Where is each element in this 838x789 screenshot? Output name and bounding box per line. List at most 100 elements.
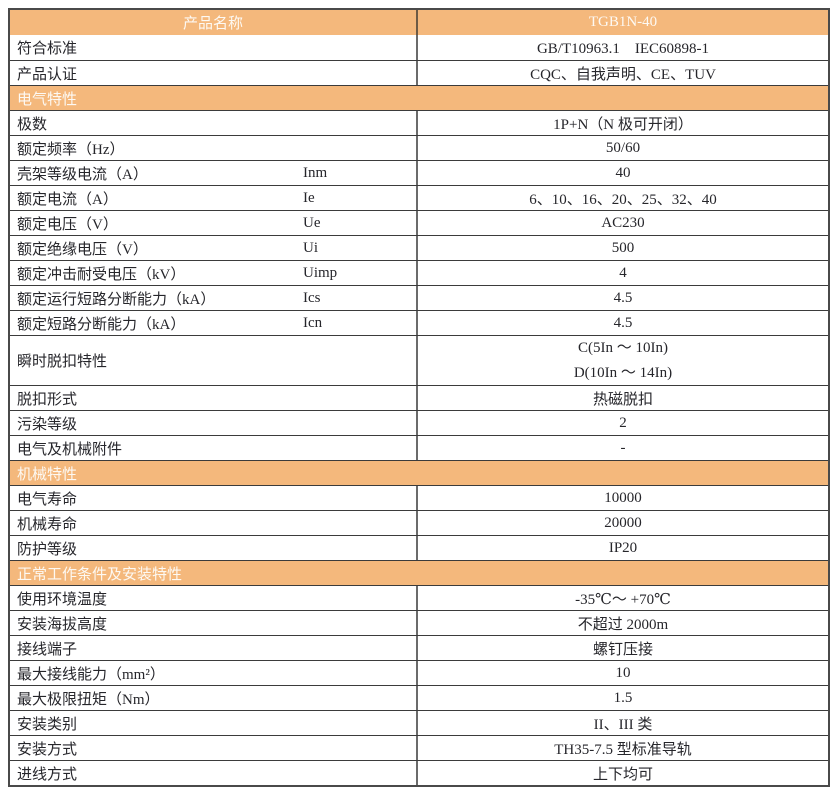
spec-label: 安装方式 bbox=[17, 741, 78, 758]
spec-label-cell: 最大接线能力（mm²） bbox=[10, 661, 418, 685]
spec-row: 额定电压（V） Ue AC230 bbox=[10, 210, 828, 235]
spec-label: 瞬时脱扣特性 bbox=[17, 354, 108, 370]
product-spec-table: 产品名称 TGB1N-40 符合标准 GB/T10963.1 IEC60898-1… bbox=[8, 8, 830, 787]
spec-row: 最大接线能力（mm²） 10 bbox=[10, 660, 828, 685]
spec-label: 壳架等级电流（A） bbox=[17, 166, 148, 183]
spec-symbol: Ui bbox=[303, 239, 318, 256]
spec-value-line: C(5In ～ 10In) bbox=[577, 339, 668, 356]
spec-value-cell: 螺钉压接 bbox=[418, 636, 828, 660]
spec-value: 4 bbox=[619, 264, 627, 281]
spec-value-cell: - bbox=[418, 436, 828, 460]
section-header-row: 电气特性 bbox=[10, 85, 828, 110]
spec-value: 4.5 bbox=[613, 314, 633, 331]
spec-value: IP20 bbox=[608, 539, 638, 556]
spec-value: GB/T10963.1 IEC60898-1 bbox=[536, 41, 710, 57]
product-model-value: TGB1N-40 bbox=[588, 14, 658, 30]
spec-label-cell: 电气寿命 bbox=[10, 486, 418, 510]
spec-label: 安装海拔高度 bbox=[17, 616, 108, 633]
spec-value: II、III 类 bbox=[593, 716, 653, 733]
spec-label-cell: 额定频率（Hz） bbox=[10, 136, 418, 160]
spec-value-cell: 上下均可 bbox=[418, 761, 828, 785]
spec-value-cell: GB/T10963.1 IEC60898-1 bbox=[418, 35, 828, 60]
spec-symbol: Ics bbox=[303, 289, 321, 306]
spec-value-multiline: C(5In ～ 10In) D(10In ～ 14In) bbox=[574, 336, 672, 386]
spec-row: 壳架等级电流（A） Inm 40 bbox=[10, 160, 828, 185]
spec-label-cell: 使用环境温度 bbox=[10, 586, 418, 610]
spec-value-cell: II、III 类 bbox=[418, 711, 828, 735]
spec-row: 脱扣形式 热磁脱扣 bbox=[10, 385, 828, 410]
spec-label-cell: 额定运行短路分断能力（kA） Ics bbox=[10, 286, 418, 310]
spec-label: 安装类别 bbox=[17, 716, 78, 733]
spec-value: TH35-7.5 型标准导轨 bbox=[554, 741, 692, 758]
spec-label: 进线方式 bbox=[17, 766, 78, 783]
spec-row: 使用环境温度 -35℃～ +70℃ bbox=[10, 585, 828, 610]
spec-value-cell: 50/60 bbox=[418, 136, 828, 160]
spec-value: 热磁脱扣 bbox=[592, 391, 653, 408]
spec-row: 瞬时脱扣特性 C(5In ～ 10In) D(10In ～ 14In) bbox=[10, 335, 828, 385]
spec-value-cell: 1.5 bbox=[418, 686, 828, 710]
spec-label-cell: 额定绝缘电压（V） Ui bbox=[10, 236, 418, 260]
spec-value-cell: 4.5 bbox=[418, 311, 828, 335]
spec-row: 额定电流（A） Ie 6、10、16、20、25、32、40 bbox=[10, 185, 828, 210]
spec-row: 额定绝缘电压（V） Ui 500 bbox=[10, 235, 828, 260]
spec-value-cell: TH35-7.5 型标准导轨 bbox=[418, 736, 828, 760]
spec-row: 防护等级 IP20 bbox=[10, 535, 828, 560]
product-name-header-cell: 产品名称 bbox=[10, 10, 418, 35]
spec-value: - bbox=[620, 439, 626, 456]
spec-value: CQC、自我声明、CE、TUV bbox=[530, 66, 716, 83]
spec-label-cell: 脱扣形式 bbox=[10, 386, 418, 410]
spec-value: 1.5 bbox=[613, 689, 633, 706]
spec-value: 40 bbox=[615, 164, 631, 181]
spec-label: 产品认证 bbox=[17, 66, 78, 83]
section-header-row: 正常工作条件及安装特性 bbox=[10, 560, 828, 585]
spec-label-cell: 安装方式 bbox=[10, 736, 418, 760]
spec-row: 安装海拔高度 不超过 2000m bbox=[10, 610, 828, 635]
spec-row: 污染等级 2 bbox=[10, 410, 828, 435]
spec-label: 脱扣形式 bbox=[17, 391, 78, 408]
spec-label: 污染等级 bbox=[17, 416, 78, 433]
spec-label-cell: 壳架等级电流（A） Inm bbox=[10, 161, 418, 185]
spec-row: 接线端子 螺钉压接 bbox=[10, 635, 828, 660]
spec-value: -35℃～ +70℃ bbox=[575, 591, 671, 608]
spec-row: 进线方式 上下均可 bbox=[10, 760, 828, 785]
spec-label-cell: 额定电流（A） Ie bbox=[10, 186, 418, 210]
spec-value: 50/60 bbox=[605, 139, 641, 156]
spec-value-cell: 6、10、16、20、25、32、40 bbox=[418, 186, 828, 210]
spec-label: 额定冲击耐受电压（kV） bbox=[17, 266, 186, 283]
section-title: 机械特性 bbox=[17, 466, 78, 483]
spec-label-cell: 最大极限扭矩（Nm） bbox=[10, 686, 418, 710]
spec-row: 极数 1P+N（N 极可开闭） bbox=[10, 110, 828, 135]
spec-value: 4.5 bbox=[613, 289, 633, 306]
spec-label-cell: 接线端子 bbox=[10, 636, 418, 660]
spec-label: 电气寿命 bbox=[17, 491, 78, 508]
spec-label: 最大极限扭矩（Nm） bbox=[17, 691, 160, 708]
spec-value: 不超过 2000m bbox=[577, 616, 669, 633]
spec-row: 电气寿命 10000 bbox=[10, 485, 828, 510]
spec-row: 最大极限扭矩（Nm） 1.5 bbox=[10, 685, 828, 710]
spec-label-cell: 进线方式 bbox=[10, 761, 418, 785]
spec-row: 机械寿命 20000 bbox=[10, 510, 828, 535]
product-name-label: 产品名称 bbox=[182, 16, 243, 32]
spec-label-cell: 瞬时脱扣特性 bbox=[10, 336, 418, 385]
spec-value: 10000 bbox=[604, 489, 642, 506]
spec-label: 极数 bbox=[17, 116, 48, 133]
spec-symbol: Inm bbox=[303, 164, 328, 181]
spec-value-cell: -35℃～ +70℃ bbox=[418, 586, 828, 610]
spec-value-cell: 500 bbox=[418, 236, 828, 260]
spec-row: 安装类别 II、III 类 bbox=[10, 710, 828, 735]
spec-label-cell: 额定冲击耐受电压（kV） Uimp bbox=[10, 261, 418, 285]
spec-row: 电气及机械附件 - bbox=[10, 435, 828, 460]
spec-label: 额定电压（V） bbox=[17, 216, 118, 233]
spec-value-cell: 不超过 2000m bbox=[418, 611, 828, 635]
spec-label: 使用环境温度 bbox=[17, 591, 108, 608]
spec-value: 6、10、16、20、25、32、40 bbox=[529, 191, 717, 208]
spec-label-cell: 污染等级 bbox=[10, 411, 418, 435]
spec-label-cell: 安装海拔高度 bbox=[10, 611, 418, 635]
spec-value-cell: 4.5 bbox=[418, 286, 828, 310]
spec-symbol: Ue bbox=[303, 214, 321, 231]
spec-label: 电气及机械附件 bbox=[17, 441, 123, 458]
spec-label: 符合标准 bbox=[17, 41, 78, 57]
section-title: 电气特性 bbox=[17, 91, 78, 108]
spec-value-cell: 10 bbox=[418, 661, 828, 685]
spec-label-cell: 额定电压（V） Ue bbox=[10, 211, 418, 235]
